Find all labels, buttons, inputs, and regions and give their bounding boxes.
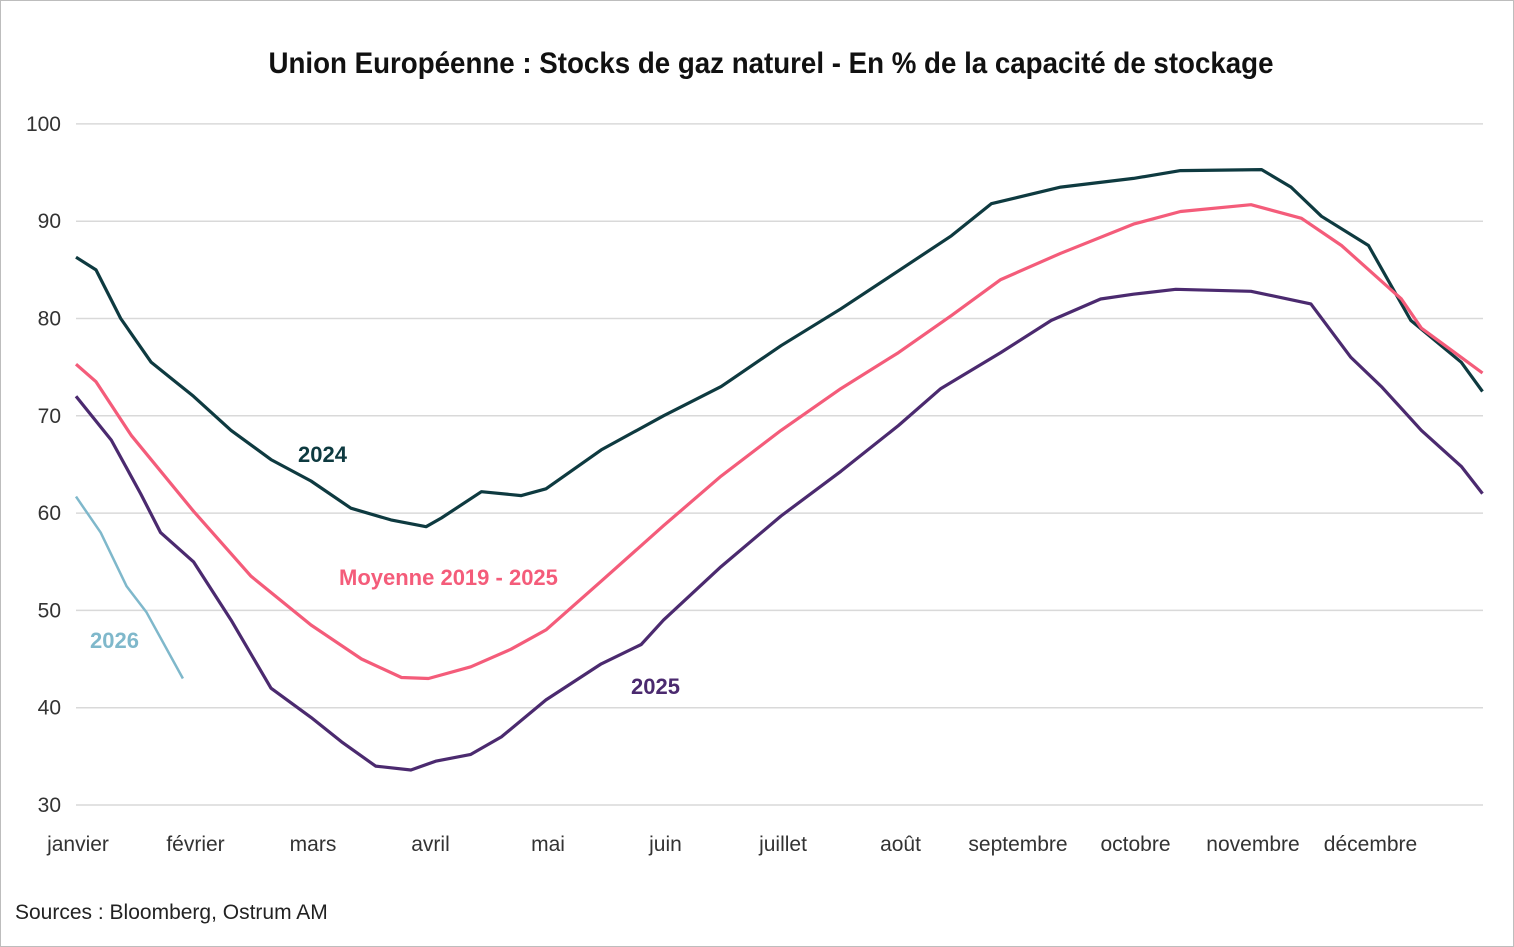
x-tick-label: juillet: [758, 833, 807, 856]
y-axis-ticks: 30 40 50 60 70 80 90 100: [26, 113, 61, 817]
y-tick-label: 80: [38, 308, 61, 331]
y-tick-label: 30: [38, 794, 61, 817]
series-line-moyenne-2019-2025: [74, 203, 1484, 681]
x-tick-label: octobre: [1100, 833, 1170, 856]
x-tick-label: septembre: [968, 833, 1067, 856]
source-note: Sources : Bloomberg, Ostrum AM: [15, 901, 328, 924]
x-tick-label: mars: [290, 833, 337, 856]
series-label-2025: 2025: [631, 674, 680, 699]
series-line-2025: [74, 287, 1484, 772]
y-tick-label: 100: [26, 113, 61, 136]
series-label-2026: 2026: [90, 628, 139, 653]
series-line-2024: [75, 168, 1484, 529]
y-tick-label: 40: [38, 697, 61, 720]
x-tick-label: mai: [531, 833, 565, 856]
y-tick-label: 70: [38, 405, 61, 428]
x-axis-ticks: janvier février mars avril mai juin juillet aoû…: [46, 833, 1417, 856]
y-tick-label: 90: [38, 210, 61, 233]
y-tick-label: 60: [38, 502, 61, 525]
x-tick-label: janvier: [46, 833, 109, 856]
series-label-moyenne: Moyenne 2019 - 2025: [339, 565, 558, 590]
x-tick-label: février: [166, 833, 224, 856]
x-tick-label: novembre: [1206, 833, 1299, 856]
x-tick-label: juin: [648, 833, 682, 856]
series-label-2024: 2024: [298, 442, 348, 467]
x-tick-label: avril: [411, 833, 450, 856]
series-line-2026: [74, 495, 184, 680]
series-lines: [74, 168, 1484, 772]
x-tick-label: août: [880, 833, 921, 856]
chart-title: Union Européenne : Stocks de gaz naturel…: [269, 47, 1274, 80]
y-tick-label: 50: [38, 599, 61, 622]
x-tick-label: décembre: [1324, 833, 1417, 856]
gridlines: [76, 123, 1483, 806]
